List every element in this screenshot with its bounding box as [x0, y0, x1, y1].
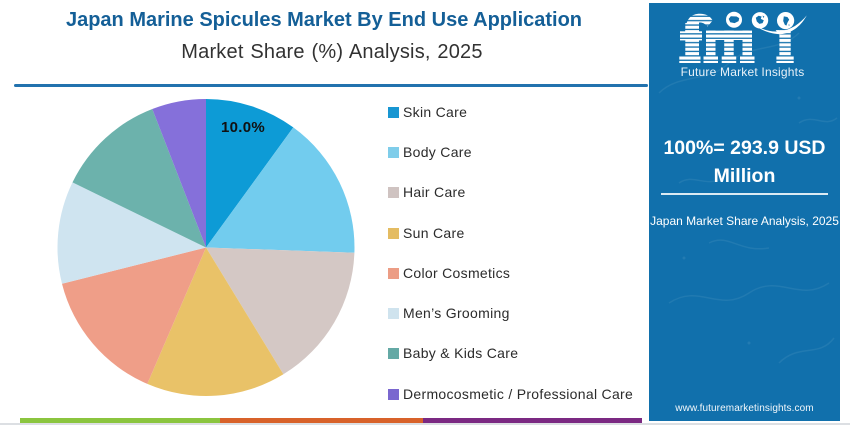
- svg-text:Future Market Insights: Future Market Insights: [681, 65, 805, 79]
